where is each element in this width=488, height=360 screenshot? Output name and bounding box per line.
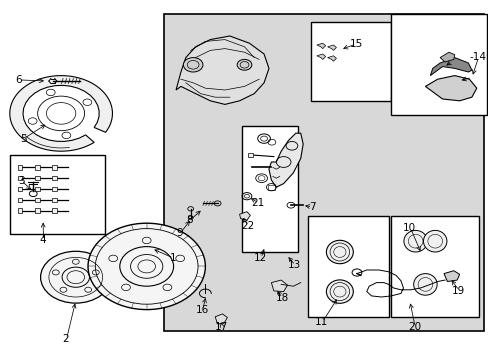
Text: 4: 4 — [40, 235, 46, 246]
Text: 20: 20 — [407, 322, 420, 332]
Text: 1: 1 — [169, 253, 176, 263]
Circle shape — [237, 59, 251, 70]
Bar — [35, 165, 40, 170]
Bar — [52, 198, 57, 202]
Bar — [307, 216, 388, 317]
Bar — [247, 153, 252, 157]
Bar — [242, 126, 298, 252]
Polygon shape — [215, 314, 227, 324]
Polygon shape — [10, 76, 112, 151]
Bar — [10, 155, 105, 234]
Text: 15: 15 — [348, 39, 362, 49]
Text: 6: 6 — [15, 75, 22, 85]
Text: 7: 7 — [308, 202, 315, 212]
Bar — [18, 165, 22, 170]
Polygon shape — [176, 36, 268, 104]
Bar — [52, 208, 57, 213]
Bar — [35, 176, 40, 180]
Bar — [390, 14, 486, 115]
Bar — [310, 22, 390, 101]
Text: 17: 17 — [214, 321, 228, 332]
Ellipse shape — [326, 280, 352, 303]
Ellipse shape — [413, 274, 436, 295]
Text: 13: 13 — [287, 260, 301, 270]
Text: 18: 18 — [275, 293, 288, 303]
Polygon shape — [327, 56, 336, 61]
Text: 11: 11 — [314, 317, 328, 327]
Bar — [35, 208, 40, 213]
Bar — [390, 216, 478, 317]
Text: 12: 12 — [253, 253, 267, 263]
Text: 2: 2 — [62, 334, 69, 344]
Text: 5: 5 — [20, 134, 27, 144]
Ellipse shape — [326, 240, 352, 264]
Polygon shape — [239, 212, 250, 220]
Text: 22: 22 — [241, 221, 254, 231]
Text: 3: 3 — [18, 176, 24, 186]
Bar — [52, 165, 57, 170]
Bar — [35, 187, 40, 191]
Bar — [18, 208, 22, 213]
Text: 16: 16 — [195, 305, 208, 315]
Text: 9: 9 — [176, 228, 183, 238]
Polygon shape — [425, 76, 476, 101]
Polygon shape — [316, 54, 325, 59]
Bar — [35, 198, 40, 202]
Polygon shape — [271, 280, 287, 292]
Text: 10: 10 — [403, 222, 415, 233]
Bar — [52, 176, 57, 180]
Polygon shape — [439, 52, 454, 62]
Ellipse shape — [403, 230, 427, 252]
Circle shape — [41, 251, 111, 303]
Polygon shape — [316, 43, 325, 49]
Bar — [18, 187, 22, 191]
Bar — [163, 14, 483, 331]
Bar — [18, 176, 22, 180]
Polygon shape — [443, 271, 459, 282]
Text: -14: -14 — [469, 52, 486, 62]
Polygon shape — [268, 133, 303, 187]
Polygon shape — [327, 45, 336, 50]
Text: 8: 8 — [185, 215, 192, 225]
Bar — [267, 185, 274, 190]
Circle shape — [88, 223, 205, 310]
Circle shape — [183, 58, 203, 72]
Bar — [52, 187, 57, 191]
Text: 19: 19 — [451, 285, 465, 296]
Ellipse shape — [423, 230, 446, 252]
Polygon shape — [429, 58, 471, 76]
Bar — [18, 198, 22, 202]
Text: 21: 21 — [250, 198, 264, 208]
